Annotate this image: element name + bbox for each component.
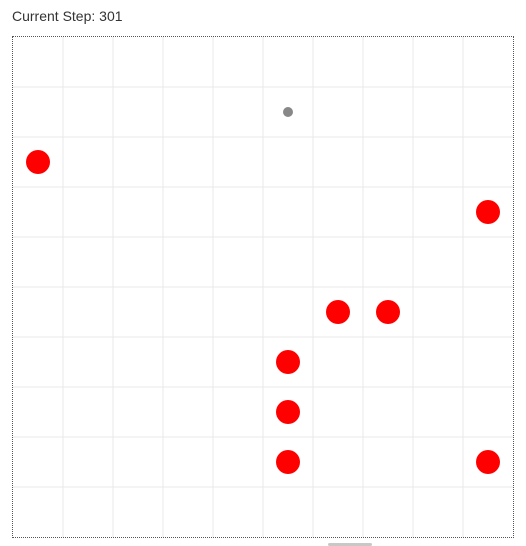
agent-dot	[326, 300, 350, 324]
grid-canvas	[13, 37, 513, 537]
grid-lines	[13, 37, 513, 537]
target-layer	[283, 107, 293, 117]
horizontal-scrollbar-thumb[interactable]	[328, 543, 372, 546]
agent-dot	[476, 200, 500, 224]
agent-dot	[276, 400, 300, 424]
agent-dot	[276, 350, 300, 374]
agents-layer	[26, 150, 500, 474]
agent-dot	[376, 300, 400, 324]
agent-dot	[476, 450, 500, 474]
agent-dot	[26, 150, 50, 174]
simulation-grid[interactable]	[12, 36, 514, 538]
agent-dot	[276, 450, 300, 474]
current-step-label: Current Step: 301	[12, 8, 123, 24]
target-dot	[283, 107, 293, 117]
